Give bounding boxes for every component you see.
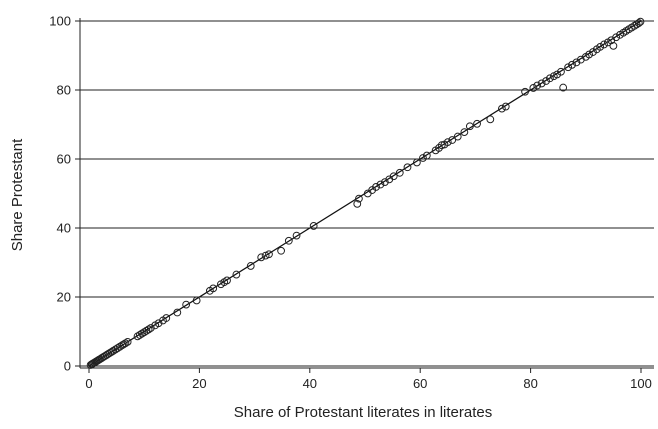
axes [75,18,654,373]
y-tick-label: 100 [49,14,71,29]
y-axis-title: Share Protestant [9,138,26,251]
data-point [473,119,481,128]
data-point [116,342,124,351]
data-point [537,79,546,88]
data-point [435,144,443,152]
data-point [448,136,457,144]
data-point [173,308,182,317]
data-point [521,87,529,96]
data-point [135,331,144,339]
data-point [138,329,146,338]
data-point [630,21,639,30]
data-point [146,324,155,332]
data-point [265,250,273,259]
data-point [395,168,404,177]
data-point [182,300,191,309]
grid-lines [80,20,654,367]
data-point [109,346,118,355]
x-axis-title: Share of Protestant literates in literat… [234,404,492,421]
data-point [380,178,389,187]
y-tick-label: 80 [57,83,71,98]
x-tick-label: 0 [85,376,92,391]
data-point [460,128,469,136]
data-point [154,319,163,328]
data-point [572,58,581,67]
x-tick-label: 20 [192,376,206,391]
data-point [209,284,218,293]
data-point [636,17,645,26]
x-tick-label: 40 [303,376,317,391]
data-point [232,270,241,279]
data-point [389,172,398,181]
data-point [632,20,641,29]
data-point [609,41,618,50]
data-point [142,326,151,335]
data-point [119,340,128,349]
data-point [162,314,171,322]
x-tick-label: 80 [523,376,537,391]
data-point [600,40,608,49]
data-point [443,138,452,146]
data-point [465,122,474,131]
data-point [353,199,362,208]
data-point [596,42,605,51]
y-tick-label: 0 [64,359,71,374]
data-point [277,246,285,255]
data-point [553,70,561,79]
data-point [111,345,120,354]
data-point [246,262,255,270]
data-point [133,332,142,341]
y-tick-label: 20 [57,290,71,305]
data-point [559,83,568,92]
data-point [419,154,427,162]
data-point [93,356,102,365]
data-point [107,347,116,356]
data-point [403,163,412,172]
y-tick-label: 40 [57,221,71,236]
data-point [123,337,132,346]
data-point [564,63,573,72]
data-point [113,344,122,352]
data-point [546,74,554,83]
data-point [355,194,363,203]
data-point [144,325,153,334]
data-point [612,33,621,42]
x-tick-label: 60 [413,376,427,391]
data-point [140,328,149,337]
data-point [568,60,576,69]
data-point [284,236,293,245]
data-point [533,81,542,90]
data-point [309,222,318,230]
data-point [121,339,130,348]
data-point [529,84,538,92]
data-point [497,104,506,113]
data-point [412,158,421,167]
data-point [292,231,301,240]
data-point [257,253,266,262]
data-point [453,132,462,141]
data-point [223,276,231,285]
data-point [372,183,380,191]
data-point [422,151,431,160]
data-points [86,17,645,369]
data-point [634,19,643,27]
data-point [486,115,495,124]
data-point [192,296,201,305]
data-point [501,102,510,111]
y-tick-label: 60 [57,152,71,167]
data-point [589,48,597,56]
data-point [585,50,594,59]
x-tick-label: 100 [630,376,652,391]
tick-labels: 0 20 40 60 80 100 0 20 40 60 80 100 [49,14,652,392]
data-point [557,67,565,76]
data-point [376,180,385,189]
data-point [542,77,550,85]
